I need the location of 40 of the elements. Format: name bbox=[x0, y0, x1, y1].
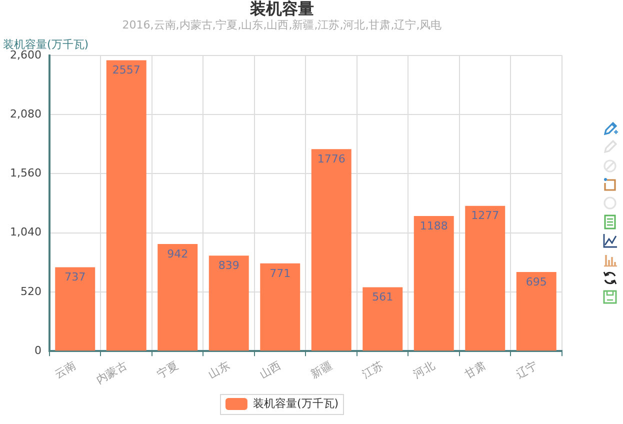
data-label: 1188 bbox=[420, 219, 448, 232]
data-label: 942 bbox=[167, 247, 188, 260]
bar bbox=[260, 263, 300, 351]
y-tick-label: 1,560 bbox=[10, 166, 42, 180]
bar bbox=[465, 206, 506, 351]
chart-subtitle: 2016,云南,内蒙古,宁夏,山东,山西,新疆,江苏,河北,甘肃,辽宁,风电 bbox=[122, 18, 442, 32]
bar bbox=[362, 287, 403, 351]
x-tick-label: 新疆 bbox=[308, 358, 334, 381]
y-tick-label: 2,080 bbox=[10, 107, 42, 120]
bar bbox=[106, 60, 146, 351]
x-tick-label: 云南 bbox=[52, 358, 78, 381]
x-tick-label: 宁夏 bbox=[154, 358, 181, 381]
data-label: 2557 bbox=[112, 64, 140, 77]
data-label: 1277 bbox=[471, 209, 500, 222]
x-tick-label: 甘肃 bbox=[462, 358, 488, 381]
y-tick-label: 0 bbox=[34, 344, 42, 357]
data-label: 1776 bbox=[317, 152, 346, 166]
x-tick-label: 山西 bbox=[257, 358, 284, 381]
x-tick-label: 河北 bbox=[411, 358, 437, 381]
data-label: 737 bbox=[64, 270, 86, 284]
bar bbox=[208, 256, 249, 351]
y-tick-label: 2,600 bbox=[10, 48, 42, 62]
bar bbox=[516, 272, 556, 351]
bar bbox=[158, 244, 198, 351]
legend-label: 装机容量(万千瓦) bbox=[252, 396, 339, 410]
bar bbox=[311, 149, 352, 351]
data-label: 561 bbox=[372, 290, 394, 304]
data-label: 695 bbox=[526, 275, 547, 288]
data-label: 771 bbox=[270, 266, 291, 280]
x-tick-label: 内蒙古 bbox=[94, 358, 130, 386]
data-label: 839 bbox=[218, 259, 240, 272]
y-tick-label: 520 bbox=[20, 284, 42, 298]
x-tick-label: 江苏 bbox=[360, 358, 386, 381]
chart-title: 装机容量 bbox=[249, 0, 314, 18]
bar bbox=[55, 267, 96, 351]
x-tick-label: 辽宁 bbox=[514, 358, 540, 381]
y-tick-label: 1,040 bbox=[10, 226, 42, 239]
bar bbox=[414, 216, 454, 351]
y-axis-title: 装机容量(万千瓦) bbox=[3, 38, 89, 51]
x-tick-label: 山东 bbox=[206, 358, 232, 381]
